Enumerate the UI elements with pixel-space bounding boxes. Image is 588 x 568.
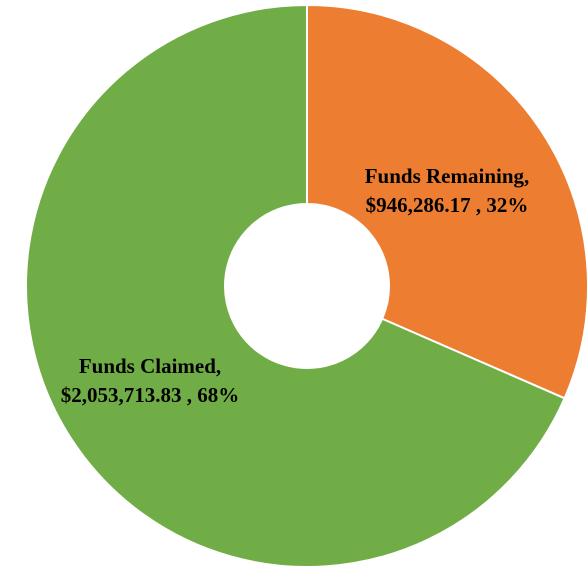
donut-slice	[25, 3, 566, 568]
slice-label-name: Funds Remaining,	[365, 164, 530, 188]
slice-label-name: Funds Claimed,	[79, 354, 221, 378]
slice-label-value: $946,286.17 , 32%	[366, 193, 529, 217]
slice-label-value: $2,053,713.83 , 68%	[61, 383, 240, 407]
donut-slice	[306, 3, 588, 400]
